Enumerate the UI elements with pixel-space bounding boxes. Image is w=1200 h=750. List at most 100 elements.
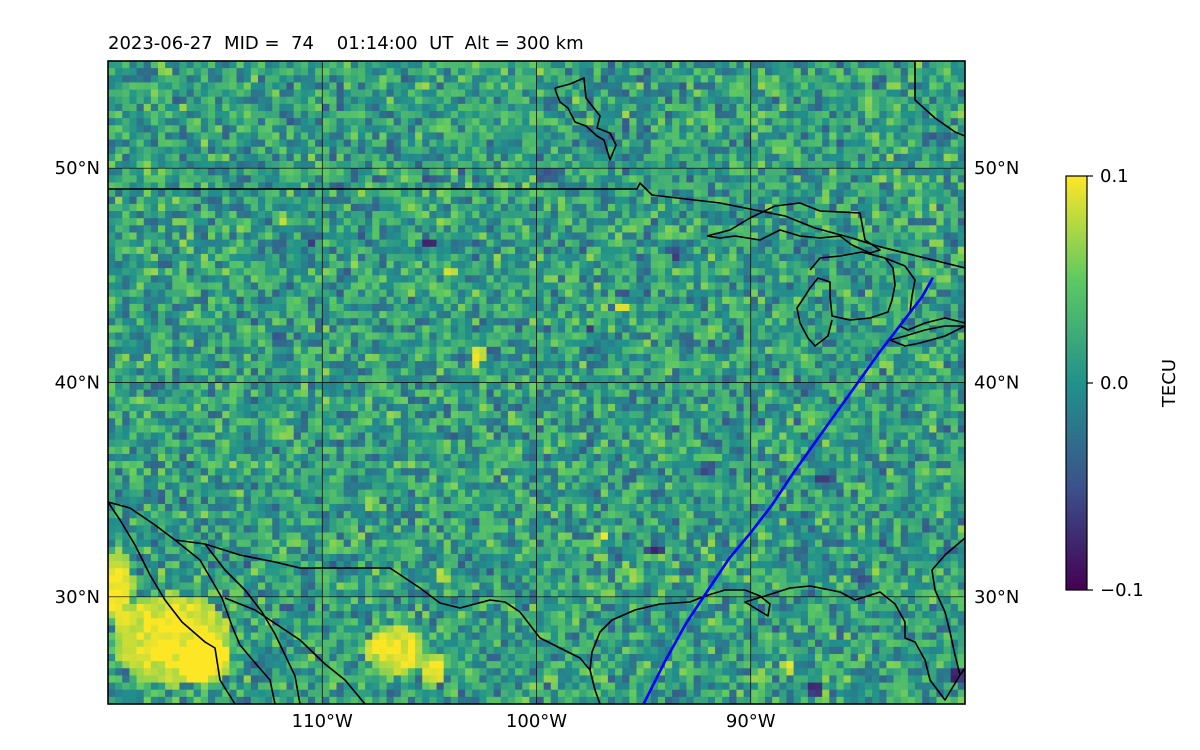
heatmap-cell bbox=[672, 339, 680, 348]
heatmap-cell bbox=[300, 118, 309, 126]
heatmap-cell bbox=[586, 353, 595, 362]
heatmap-cell bbox=[222, 211, 231, 219]
heatmap-cell bbox=[372, 346, 380, 355]
heatmap-cell bbox=[543, 246, 552, 255]
heatmap-cell bbox=[750, 339, 759, 348]
heatmap-cell bbox=[722, 111, 730, 119]
heatmap-cell bbox=[400, 61, 409, 69]
heatmap-cell bbox=[143, 253, 152, 262]
heatmap-cell bbox=[579, 203, 588, 212]
heatmap-cell bbox=[486, 246, 495, 255]
heatmap-cell bbox=[122, 203, 131, 212]
heatmap-cell bbox=[236, 253, 245, 262]
heatmap-cell bbox=[757, 61, 766, 69]
heatmap-cell bbox=[450, 232, 459, 241]
heatmap-cell bbox=[957, 68, 965, 76]
heatmap-cell bbox=[108, 118, 116, 126]
heatmap-cell bbox=[293, 189, 302, 198]
heatmap-cell bbox=[186, 182, 195, 191]
heatmap-cell bbox=[843, 261, 852, 269]
heatmap-cell bbox=[350, 296, 359, 305]
heatmap-cell bbox=[350, 353, 359, 362]
heatmap-cell bbox=[315, 303, 323, 312]
heatmap-cell bbox=[686, 139, 695, 148]
heatmap-cell bbox=[629, 346, 638, 355]
heatmap-cell bbox=[879, 82, 888, 91]
heatmap-cell bbox=[515, 318, 523, 326]
heatmap-cell bbox=[665, 246, 673, 255]
heatmap-cell bbox=[593, 289, 602, 298]
heatmap-cell bbox=[229, 289, 238, 298]
heatmap-cell bbox=[600, 303, 609, 312]
heatmap-cell bbox=[722, 103, 730, 112]
heatmap-cell bbox=[436, 239, 445, 248]
heatmap-cell bbox=[415, 118, 423, 126]
heatmap-cell bbox=[679, 289, 688, 298]
heatmap-cell bbox=[265, 75, 273, 84]
heatmap-cell bbox=[207, 303, 216, 312]
heatmap-cell bbox=[350, 161, 359, 169]
heatmap-cell bbox=[536, 118, 545, 126]
heatmap-cell bbox=[607, 161, 616, 169]
heatmap-cell bbox=[479, 275, 488, 284]
heatmap-cell bbox=[343, 261, 352, 269]
heatmap-cell bbox=[600, 218, 609, 226]
heatmap-cell bbox=[950, 103, 959, 112]
heatmap-cell bbox=[936, 203, 945, 212]
heatmap-cell bbox=[515, 89, 523, 98]
heatmap-cell bbox=[929, 189, 938, 198]
heatmap-cell bbox=[165, 339, 173, 348]
heatmap-cell bbox=[472, 318, 480, 326]
heatmap-cell bbox=[108, 196, 116, 205]
heatmap-cell bbox=[893, 189, 902, 198]
heatmap-cell bbox=[336, 146, 345, 155]
heatmap-cell bbox=[322, 153, 330, 162]
heatmap-cell bbox=[879, 96, 888, 105]
heatmap-cell bbox=[115, 261, 123, 269]
heatmap-cell bbox=[207, 189, 216, 198]
heatmap-cell bbox=[122, 61, 131, 69]
heatmap-cell bbox=[800, 161, 809, 169]
heatmap-cell bbox=[743, 196, 752, 205]
heatmap-cell bbox=[686, 275, 695, 284]
heatmap-cell bbox=[900, 289, 909, 298]
heatmap-cell bbox=[950, 318, 959, 326]
heatmap-cell bbox=[893, 61, 902, 69]
heatmap-cell bbox=[486, 189, 495, 198]
heatmap-cell bbox=[657, 75, 666, 84]
heatmap-cell bbox=[272, 275, 280, 284]
heatmap-cell bbox=[922, 218, 930, 226]
heatmap-cell bbox=[629, 261, 638, 269]
heatmap-cell bbox=[379, 239, 388, 248]
heatmap-cell bbox=[900, 268, 909, 276]
heatmap-cell bbox=[815, 168, 823, 176]
heatmap-cell bbox=[465, 68, 473, 76]
heatmap-cell bbox=[243, 61, 252, 69]
heatmap-cell bbox=[829, 175, 838, 184]
heatmap-cell bbox=[672, 211, 680, 219]
heatmap-cell bbox=[179, 61, 188, 69]
heatmap-cell bbox=[365, 239, 373, 248]
heatmap-cell bbox=[465, 168, 473, 176]
heatmap-cell bbox=[479, 189, 488, 198]
heatmap-cell bbox=[872, 253, 880, 262]
heatmap-cell bbox=[386, 268, 395, 276]
heatmap-cell bbox=[657, 111, 666, 119]
heatmap-cell bbox=[236, 325, 245, 334]
heatmap-cell bbox=[693, 125, 702, 134]
heatmap-cell bbox=[693, 96, 702, 105]
heatmap-cell bbox=[765, 168, 773, 176]
heatmap-cell bbox=[857, 196, 866, 205]
heatmap-cell bbox=[293, 146, 302, 155]
heatmap-cell bbox=[943, 68, 952, 76]
heatmap-cell bbox=[422, 325, 430, 334]
heatmap-cell bbox=[486, 239, 495, 248]
heatmap-cell bbox=[379, 225, 388, 234]
heatmap-cell bbox=[136, 311, 145, 319]
heatmap-cell bbox=[557, 346, 566, 355]
heatmap-cell bbox=[293, 346, 302, 355]
heatmap-cell bbox=[729, 61, 738, 69]
heatmap-cell bbox=[500, 189, 509, 198]
heatmap-cell bbox=[936, 218, 945, 226]
heatmap-cell bbox=[765, 282, 773, 291]
